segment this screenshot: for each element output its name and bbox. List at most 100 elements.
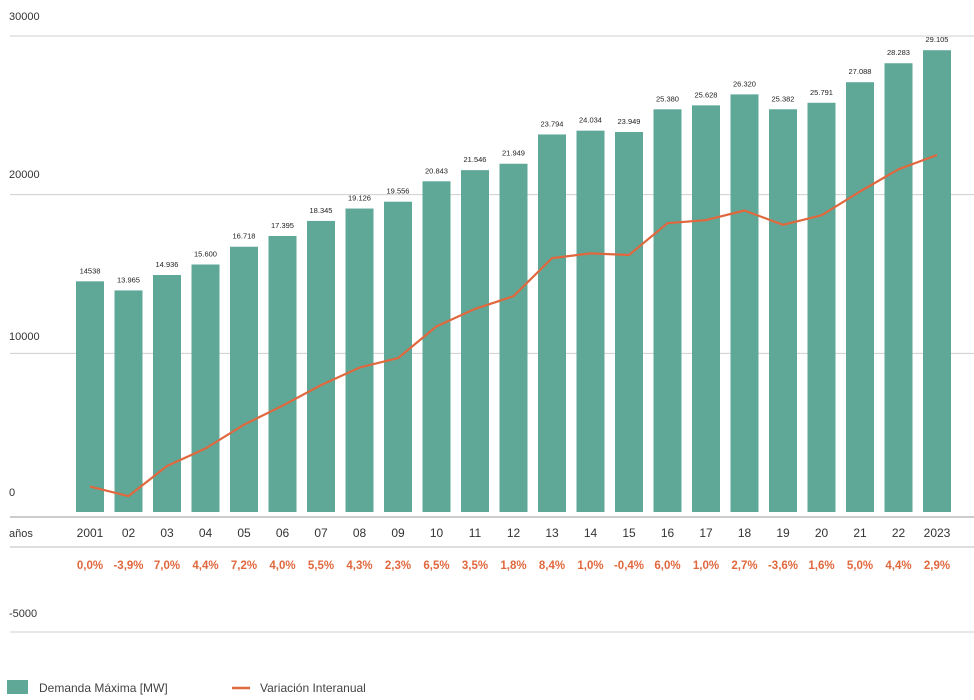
bar-value-label: 14.936 [156,260,179,269]
x-tick-label: 09 [391,526,405,540]
x-axis-title: años [9,528,33,540]
bar-value-label: 25.791 [810,88,833,97]
x-tick-label: 15 [622,526,636,540]
legend-label-variation: Variación Interanual [260,681,366,695]
bar [345,208,374,513]
y-tick-label: 0 [9,487,15,499]
variation-percent-label: -3,6% [768,560,798,572]
variation-percent-label: -3,9% [113,560,143,572]
bar-value-label: 23.794 [541,119,564,128]
variation-percent-label: 1,0% [577,560,603,572]
x-tick-label: 10 [430,526,444,540]
bar-value-labels: 14538 13.965 14.936 15.600 16.718 17.395 18.34… [80,35,949,284]
bar-value-label: 14538 [80,266,101,275]
bar [884,63,913,512]
variation-percent-label: 2,7% [731,560,757,572]
variation-percent-label: 4,0% [269,560,295,572]
bar-value-label: 21.546 [464,155,487,164]
bar-value-label: 28.283 [887,48,910,57]
x-tick-label: 19 [776,526,790,540]
bar-value-label: 29.105 [926,35,949,44]
variation-line [89,153,938,498]
variation-percent-label: 4,4% [192,560,218,572]
bar [114,290,143,512]
bar [846,82,874,512]
legend-swatch-demand [7,680,28,694]
bar [268,235,297,512]
variation-percent-label: 2,9% [924,560,950,572]
bar [422,181,451,512]
y-tick-label: 10000 [9,331,40,343]
bar [653,109,682,512]
bar-value-label: 25.380 [656,94,679,103]
x-tick-label: 03 [160,526,174,540]
y-tick-label: 20000 [9,169,40,181]
bar [499,163,528,512]
variation-percent-labels: 0,0% -3,9% 7,0% 4,4% 7,2% 4,0% 5,5% 4,3% 2,3% 6,5… [77,560,950,572]
variation-percent-label: 6,0% [654,560,680,572]
y-axis-ticks: 30000 20000 10000 0 -5000 [9,11,40,620]
x-tick-label: 22 [892,526,906,540]
variation-percent-label: 3,5% [462,560,488,572]
variation-percent-label: -0,4% [614,560,644,572]
variation-percent-label: 4,4% [885,560,911,572]
bar [191,264,220,512]
bar [576,130,605,513]
y-tick-label: 30000 [9,11,40,23]
x-tick-label: 04 [199,526,213,540]
x-tick-label: 2023 [924,526,951,540]
bar-value-label: 23.949 [618,117,641,126]
bar-value-label: 13.965 [117,275,140,284]
variation-percent-label: 6,5% [423,560,449,572]
bar [538,134,566,512]
bar-value-label: 20.843 [425,166,448,175]
x-axis: años 2001 02 03 04 05 06 07 08 09 10 11 12 13 14 15 16 1… [9,526,951,540]
variation-percent-label: 5,5% [308,560,334,572]
variation-percent-label: 1,8% [500,560,526,572]
bar-value-label: 16.718 [233,232,256,241]
variation-percent-label: 4,3% [346,560,372,572]
bar-value-label: 26.320 [733,79,756,88]
legend-label-demand: Demanda Máxima [MW] [39,681,168,695]
bar-value-label: 18.345 [310,206,333,215]
bar [730,94,759,512]
variation-percent-label: 7,0% [154,560,180,572]
bar [153,275,181,512]
x-tick-label: 18 [738,526,752,540]
bar-value-label: 25.628 [695,90,718,99]
bar [615,132,643,512]
variation-percent-label: 5,0% [847,560,873,572]
variation-percent-label: 0,0% [77,560,103,572]
x-tick-label: 06 [276,526,290,540]
bar [230,246,258,512]
x-tick-label: 14 [584,526,598,540]
variation-percent-label: 1,6% [808,560,834,572]
x-tick-label: 20 [815,526,829,540]
y-tick-label: -5000 [9,608,37,620]
bar [923,50,951,512]
x-tick-label: 05 [237,526,251,540]
variation-line-path [89,153,938,498]
x-tick-label: 12 [507,526,521,540]
bar-value-label: 19.556 [387,187,410,196]
legend: Demanda Máxima [MW] Variación Interanual [7,680,366,695]
x-tick-label: 07 [314,526,328,540]
x-tick-label: 2001 [77,526,104,540]
variation-percent-label: 7,2% [231,560,257,572]
variation-percent-label: 1,0% [693,560,719,572]
x-tick-label: 11 [469,526,482,540]
variation-percent-label: 8,4% [539,560,565,572]
variation-percent-label: 2,3% [385,560,411,572]
bar [807,102,836,512]
bar [307,220,335,512]
bars [76,50,951,513]
bar-value-label: 17.395 [271,221,294,230]
bar-value-label: 27.088 [849,67,872,76]
x-tick-label: 17 [699,526,713,540]
bar-value-label: 15.600 [194,249,217,258]
bar [692,105,720,512]
x-tick-label: 21 [853,526,867,540]
bar [76,281,104,512]
bar-value-label: 24.034 [579,116,602,125]
